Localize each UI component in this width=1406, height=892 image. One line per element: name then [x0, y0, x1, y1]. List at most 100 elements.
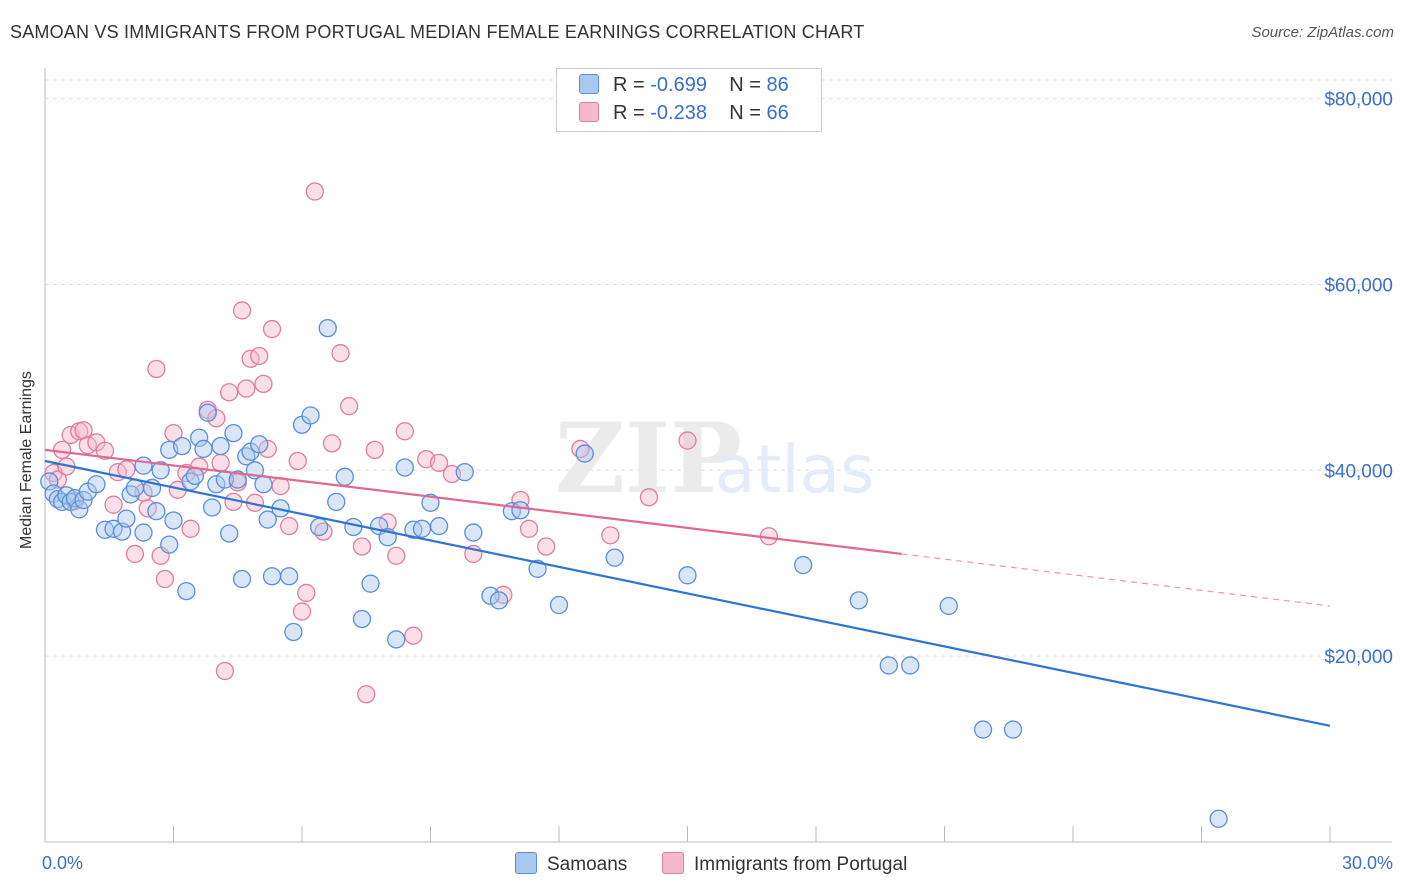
data-point-portugal: [387, 546, 406, 565]
data-point-samoan: [412, 519, 432, 538]
data-point-samoan: [194, 439, 213, 459]
chart-title: SAMOAN VS IMMIGRANTS FROM PORTUGAL MEDIA…: [10, 22, 865, 42]
data-point-portugal: [305, 182, 325, 201]
data-point-samoan: [318, 318, 337, 338]
data-point-samoan: [421, 493, 440, 512]
data-point-samoan: [224, 423, 243, 443]
data-point-samoan: [344, 517, 363, 537]
source-note: Source: ZipAtlas.com: [1251, 24, 1394, 41]
stats-row-samoan: R = -0.699 N = 86: [579, 74, 789, 100]
data-point-samoan: [160, 535, 179, 554]
data-point-samoan: [901, 656, 920, 675]
data-point-samoan: [849, 591, 868, 610]
data-point-samoan: [464, 523, 483, 542]
data-point-portugal: [74, 421, 93, 440]
data-point-samoan: [939, 596, 958, 616]
x-tick-labels: 0.0% 30.0%: [42, 853, 1393, 873]
data-point-samoan: [125, 478, 145, 498]
data-point-portugal: [147, 359, 166, 379]
data-point-samoan: [489, 591, 509, 610]
x-tick-label-min: 0.0%: [42, 853, 83, 873]
data-point-samoan: [211, 436, 230, 456]
data-point-portugal: [288, 451, 307, 471]
legend-swatch-samoans: [515, 852, 537, 874]
data-point-samoan: [481, 586, 500, 605]
legend-item-portugal[interactable]: Immigrants from Portugal: [662, 852, 907, 876]
x-tick-label-max: 30.0%: [1342, 853, 1393, 873]
data-point-samoan: [70, 500, 89, 519]
data-point-portugal: [357, 685, 376, 704]
data-point-samoan: [117, 509, 136, 528]
data-point-samoan: [575, 444, 594, 463]
samoan-r-value: -0.699: [650, 74, 707, 96]
data-point-portugal: [215, 661, 235, 681]
data-point-samoan: [177, 581, 196, 601]
data-point-samoan: [220, 524, 239, 543]
data-point-samoan: [605, 548, 624, 567]
y-tick-labels: $20,000 $40,000 $60,000 $80,000: [1324, 90, 1393, 669]
series-samoans: [40, 318, 1228, 828]
data-point-portugal: [519, 519, 539, 538]
data-point-portugal: [395, 422, 414, 441]
legend-item-samoans[interactable]: Samoans: [515, 852, 627, 876]
r-label: R =: [613, 102, 645, 124]
data-point-portugal: [237, 379, 256, 398]
data-point-samoan: [352, 609, 372, 629]
trend-line-portugal: [44, 448, 902, 556]
data-point-portugal: [601, 526, 620, 545]
data-point-samoan: [232, 569, 252, 589]
watermark: ZIP atlas: [555, 402, 875, 515]
stats-row-portugal: R = -0.238 N = 66: [579, 102, 789, 128]
data-point-samoan: [147, 502, 166, 521]
data-point-portugal: [339, 397, 359, 416]
data-point-portugal: [155, 569, 175, 589]
portugal-swatch: [579, 102, 599, 122]
data-point-samoan: [87, 475, 106, 494]
data-point-samoan: [1209, 809, 1228, 828]
data-point-portugal: [429, 453, 449, 473]
samoan-n-value: 86: [766, 74, 789, 96]
data-point-portugal: [250, 346, 269, 366]
n-label: N =: [729, 102, 761, 124]
data-point-samoan: [250, 435, 269, 454]
data-point-portugal: [262, 319, 282, 339]
data-point-portugal: [365, 440, 384, 459]
data-point-portugal: [639, 488, 659, 507]
data-point-portugal: [254, 374, 273, 394]
data-point-samoan: [284, 622, 303, 642]
data-point-samoan: [74, 490, 93, 510]
data-point-samoan: [327, 492, 346, 512]
data-point-portugal: [279, 516, 299, 536]
data-point-samoan: [258, 510, 277, 529]
series-immigrants-from-portugal: [44, 182, 779, 704]
data-point-portugal: [95, 441, 115, 460]
y-tick-label: $40,000: [1324, 461, 1393, 482]
data-point-portugal: [352, 537, 372, 556]
data-point-portugal: [181, 519, 200, 538]
data-point-samoan: [794, 555, 813, 575]
data-point-samoan: [335, 467, 354, 486]
data-point-samoan: [164, 511, 183, 530]
y-axis-label: Median Female Earnings: [18, 371, 35, 549]
data-point-portugal: [164, 423, 183, 443]
data-point-samoan: [228, 470, 247, 489]
data-point-portugal: [537, 537, 556, 556]
data-point-samoan: [198, 403, 217, 422]
portugal-n-value: 66: [766, 102, 789, 124]
data-point-portugal: [678, 431, 697, 450]
data-point-portugal: [220, 383, 239, 402]
data-point-samoan: [207, 475, 226, 494]
data-point-portugal: [322, 434, 342, 453]
y-tick-label: $60,000: [1324, 275, 1393, 296]
data-point-portugal: [125, 544, 145, 564]
data-point-portugal: [211, 453, 230, 473]
data-point-portugal: [404, 626, 423, 645]
data-point-samoan: [879, 656, 898, 675]
trend-lines: [44, 448, 1331, 727]
data-point-samoan: [151, 461, 170, 480]
data-point-samoan: [973, 720, 993, 739]
portugal-r-value: -0.238: [650, 102, 707, 124]
data-point-samoan: [279, 567, 299, 586]
trend-line-samoans: [44, 459, 1331, 727]
